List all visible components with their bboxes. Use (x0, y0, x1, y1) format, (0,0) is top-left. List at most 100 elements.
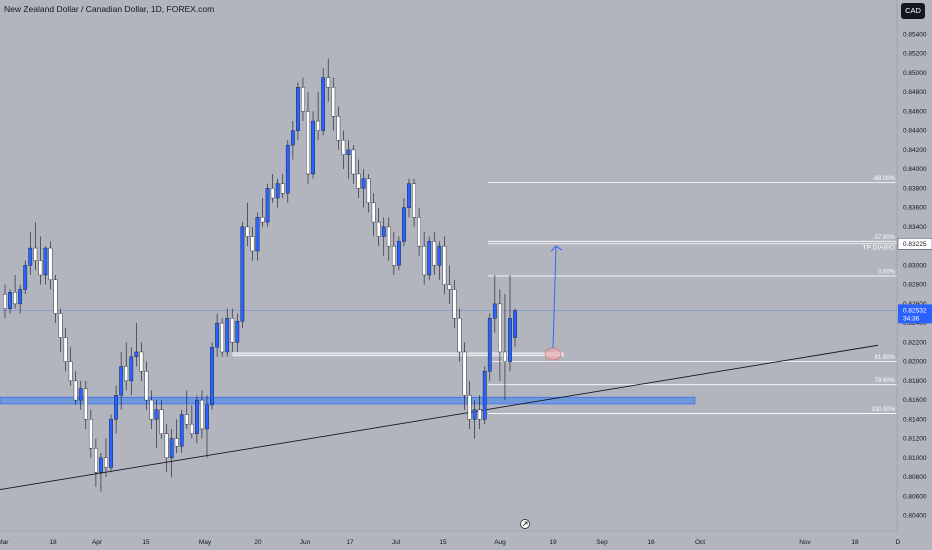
time-tick-label: May (199, 539, 212, 546)
candle-body (513, 310, 517, 338)
candle-body (48, 247, 53, 281)
time-tick-label: 18 (851, 539, 859, 546)
candle-body (73, 380, 78, 401)
candle-body (477, 409, 482, 420)
candle-body (205, 404, 209, 430)
price-tick-label: 0.82000 (903, 359, 927, 366)
candle-body (381, 226, 386, 237)
price-tick-label: 0.80400 (903, 513, 927, 520)
candle-body (124, 366, 129, 382)
candle-body (53, 279, 58, 314)
candle-body (174, 438, 179, 447)
candle-body (18, 289, 23, 305)
candle-body (397, 241, 401, 266)
candle-body (422, 245, 427, 276)
candle-body (189, 423, 194, 434)
candle-body (296, 87, 300, 131)
price-tick-label: 0.81600 (903, 397, 927, 404)
projection-layer (544, 245, 563, 361)
price-tick-label: 0.80800 (903, 474, 927, 481)
candle-body (255, 217, 260, 252)
price-tick-label: 0.82200 (903, 339, 927, 346)
fib-label: -37.00% (873, 235, 896, 241)
candle-body (154, 409, 159, 420)
price-axis[interactable]: 0.85400 0.85200 0.85000 0.84800 0.84600 0.844… (903, 31, 927, 519)
candle-body (432, 241, 437, 266)
candle-body (326, 77, 331, 88)
candle-body (260, 217, 265, 223)
candle-body (508, 318, 512, 362)
fib-label: 61.80% (875, 355, 896, 361)
candle-body (452, 289, 457, 319)
candle-body (78, 388, 83, 401)
time-tick-label: 19 (549, 539, 557, 546)
currency-badge[interactable]: CAD (901, 3, 925, 19)
time-tick-label: 18 (49, 539, 57, 546)
time-tick-label: Aug (494, 539, 506, 546)
time-tick-label: 15 (439, 539, 447, 546)
candle-body (437, 245, 442, 266)
time-axis[interactable]: Mar 18 Apr 15 May 20 Jun 17 Jul 15 Aug 19 Sep 16 Oct No… (0, 539, 901, 546)
candle-body (412, 183, 416, 218)
price-tick-label: 0.83800 (903, 185, 927, 192)
price-tick-label: 0.82400 (903, 320, 927, 327)
candle-body (371, 202, 376, 223)
candle-body (93, 448, 98, 473)
candle-body (280, 183, 285, 194)
candle-body (43, 247, 48, 276)
candle-body (3, 294, 7, 309)
candle-body (270, 188, 275, 199)
time-tick-label: D (896, 539, 901, 546)
time-tick-label: Sep (596, 539, 608, 546)
price-tick-label: 0.83400 (903, 224, 927, 231)
goto-realtime-icon[interactable] (520, 519, 530, 529)
time-tick-label: Nov (799, 539, 811, 546)
trendline (0, 344, 879, 491)
candle-body (290, 130, 295, 146)
chart-title: New Zealand Dollar / Canadian Dollar, 1D… (4, 4, 215, 14)
candle-body (220, 322, 225, 353)
price-tick-label: 0.84400 (903, 128, 927, 135)
price-tick-label: 0.83000 (903, 262, 927, 269)
candle-body (301, 87, 305, 112)
candle-body (442, 245, 447, 285)
candle-body (321, 77, 326, 131)
time-tick-label: Apr (92, 539, 103, 546)
candle-body (235, 320, 240, 343)
tp-price-value: 0.83225 (903, 241, 927, 248)
zones-layer (0, 352, 696, 405)
resistance-zone (232, 352, 564, 357)
candle-body (462, 351, 467, 396)
candle-body (33, 247, 38, 261)
time-tick-label: 20 (254, 539, 262, 546)
candle-body (83, 388, 88, 420)
candle-body (88, 419, 93, 449)
candle-body (104, 457, 108, 468)
candle-body (366, 178, 371, 204)
time-tick-label: Mar (0, 539, 9, 546)
time-tick-label: 15 (142, 539, 150, 546)
candle-body (225, 318, 230, 353)
target-circle (544, 347, 562, 361)
candle-body (376, 221, 381, 237)
fib-label: -68.00% (873, 176, 896, 182)
tp-price-badge (897, 238, 932, 250)
price-tick-label: 0.80600 (903, 493, 927, 500)
time-tick-label: 16 (647, 539, 655, 546)
candle-body (487, 318, 492, 372)
candle-body (139, 351, 144, 372)
candle-body (240, 226, 245, 322)
fib-label: 78.60% (875, 378, 896, 384)
candle-body (63, 337, 68, 362)
candle-body (210, 346, 214, 406)
candle-body (58, 313, 63, 338)
candle-body (13, 292, 17, 305)
candle-body (8, 292, 12, 309)
fib-layer: -68.00% -37.00% 0.00% 61.80% 78.60% 100.00% TP… (0, 176, 897, 414)
candle-body (402, 207, 406, 242)
candle-body (200, 399, 204, 430)
candle-body (386, 226, 391, 247)
trendline-layer (0, 344, 879, 491)
candle-body (144, 371, 149, 401)
